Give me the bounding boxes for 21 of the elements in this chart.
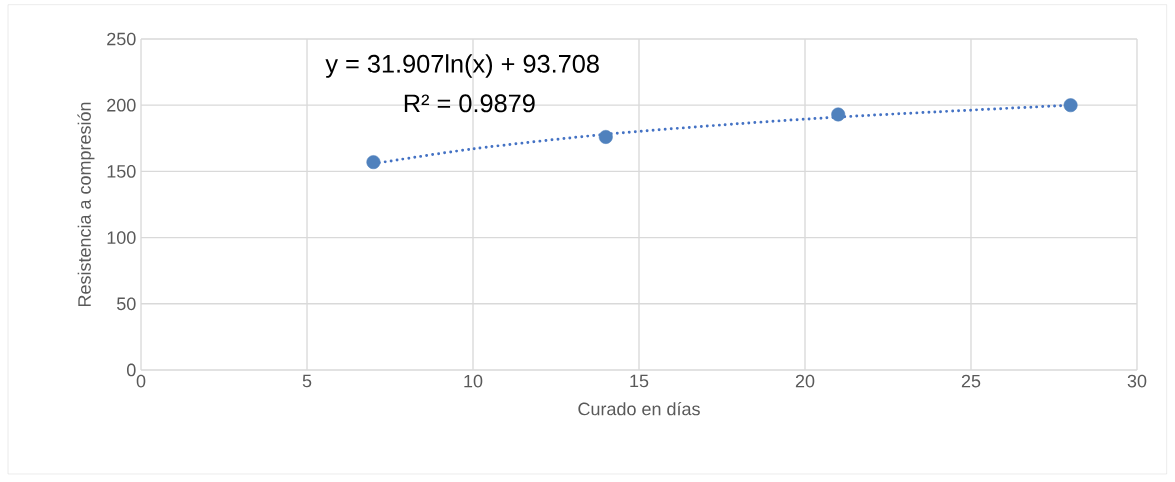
x-tick-label: 10 — [464, 374, 483, 388]
point — [598, 130, 613, 144]
y-tick-label: 100 — [107, 231, 136, 244]
y-tick-label: 50 — [116, 297, 136, 311]
y-tick-label: 150 — [107, 165, 136, 178]
x-tick-label: 30 — [1127, 374, 1147, 388]
point — [1063, 98, 1078, 113]
x-tick-label: 5 — [302, 374, 312, 388]
y-tick-label: 0 — [127, 363, 136, 377]
x-tick-label: 0 — [136, 374, 146, 388]
x-axis-title: Curado en días — [578, 401, 700, 416]
x-tick-label: 15 — [630, 374, 649, 388]
x-tick-label: 25 — [961, 374, 981, 388]
y-tick-label: 200 — [107, 98, 136, 112]
annotation: y = 31.907ln(x) + 93.708 — [325, 54, 599, 78]
x-tick-label: 20 — [795, 374, 815, 388]
annotation: R² = 0.9879 — [404, 94, 535, 113]
y-axis-title: Resistencia a compresión — [77, 102, 95, 307]
point — [366, 155, 381, 170]
y-tick-label: 250 — [107, 32, 136, 46]
point — [831, 107, 846, 122]
